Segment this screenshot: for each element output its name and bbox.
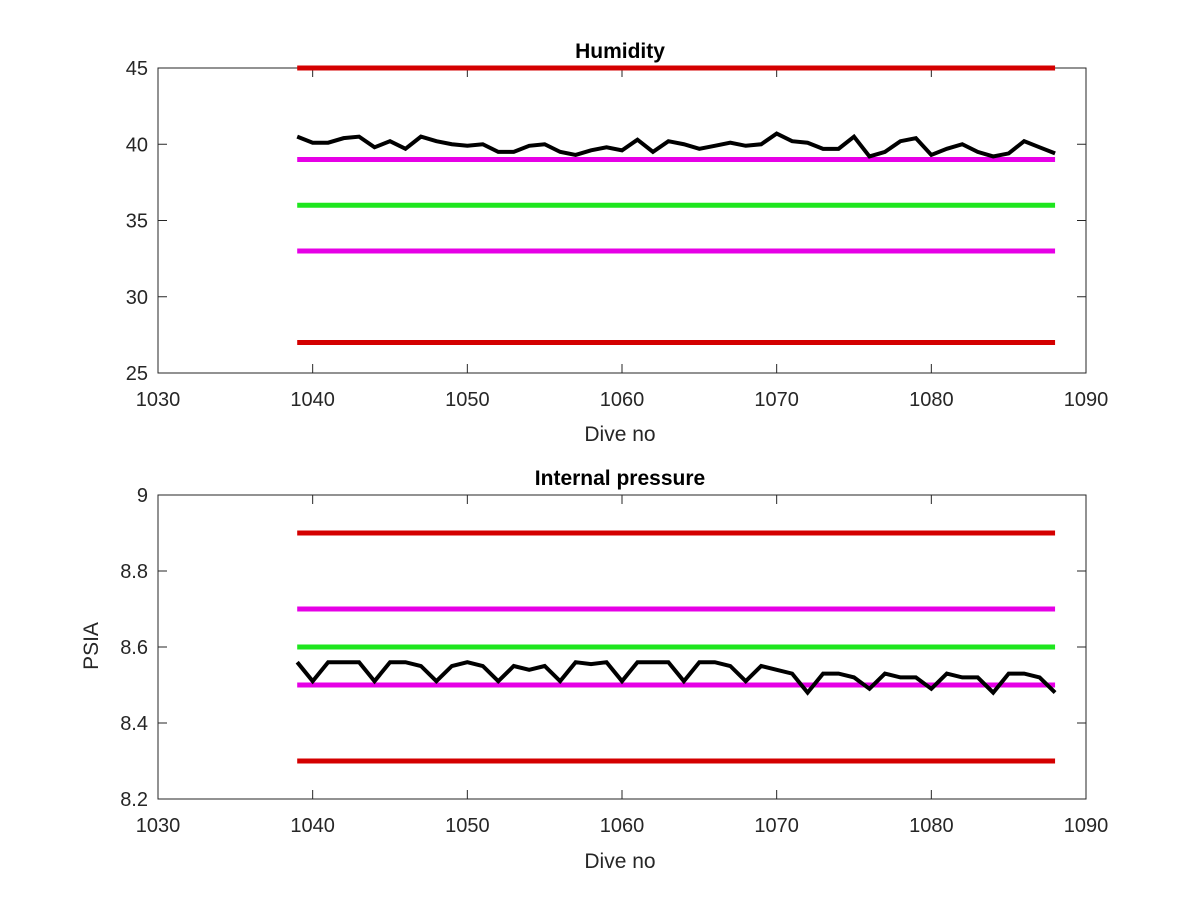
y-tick-label: 8.6	[120, 637, 148, 659]
x-tick-label: 1070	[754, 389, 799, 411]
series-line	[296, 131, 1056, 159]
x-axis-label: Dive no	[584, 423, 655, 446]
x-tick-label: 1090	[1064, 389, 1109, 411]
y-tick-label: 30	[126, 287, 148, 309]
y-tick-label: 35	[126, 211, 148, 233]
y-tick-label: 8.8	[120, 561, 148, 583]
x-tick-label: 1060	[600, 389, 645, 411]
y-tick-label: 25	[126, 363, 148, 385]
x-tick-label: 1050	[445, 389, 490, 411]
y-tick-label: 40	[126, 134, 148, 156]
humidity-plot: Humidity Dive no 1030 1040 1050 1060 1070 108…	[126, 40, 1109, 446]
x-tick-label: 1080	[909, 389, 954, 411]
x-axis-label: Dive no	[584, 850, 655, 873]
x-tick-label: 1030	[136, 389, 181, 411]
x-tick-label: 1040	[290, 389, 335, 411]
y-tick-label: 8.2	[120, 789, 148, 811]
y-tick-label: 45	[126, 58, 148, 80]
x-tick-label: 1070	[754, 815, 799, 837]
y-tick-label: 8.4	[120, 713, 148, 735]
x-tick-label: 1050	[445, 815, 490, 837]
x-tick-label: 1030	[136, 815, 181, 837]
x-tick-label: 1060	[600, 815, 645, 837]
x-tick-label: 1090	[1064, 815, 1109, 837]
plot-title: Internal pressure	[535, 467, 705, 490]
x-tick-label: 1040	[290, 815, 335, 837]
internal-pressure-plot: Internal pressure Dive no PSIA 1030 1040 1…	[80, 467, 1108, 873]
y-axis-label: PSIA	[80, 622, 103, 670]
x-tick-label: 1080	[909, 815, 954, 837]
y-tick-label: 9	[137, 485, 148, 507]
series-line	[295, 660, 1057, 696]
plot-title: Humidity	[575, 40, 665, 63]
